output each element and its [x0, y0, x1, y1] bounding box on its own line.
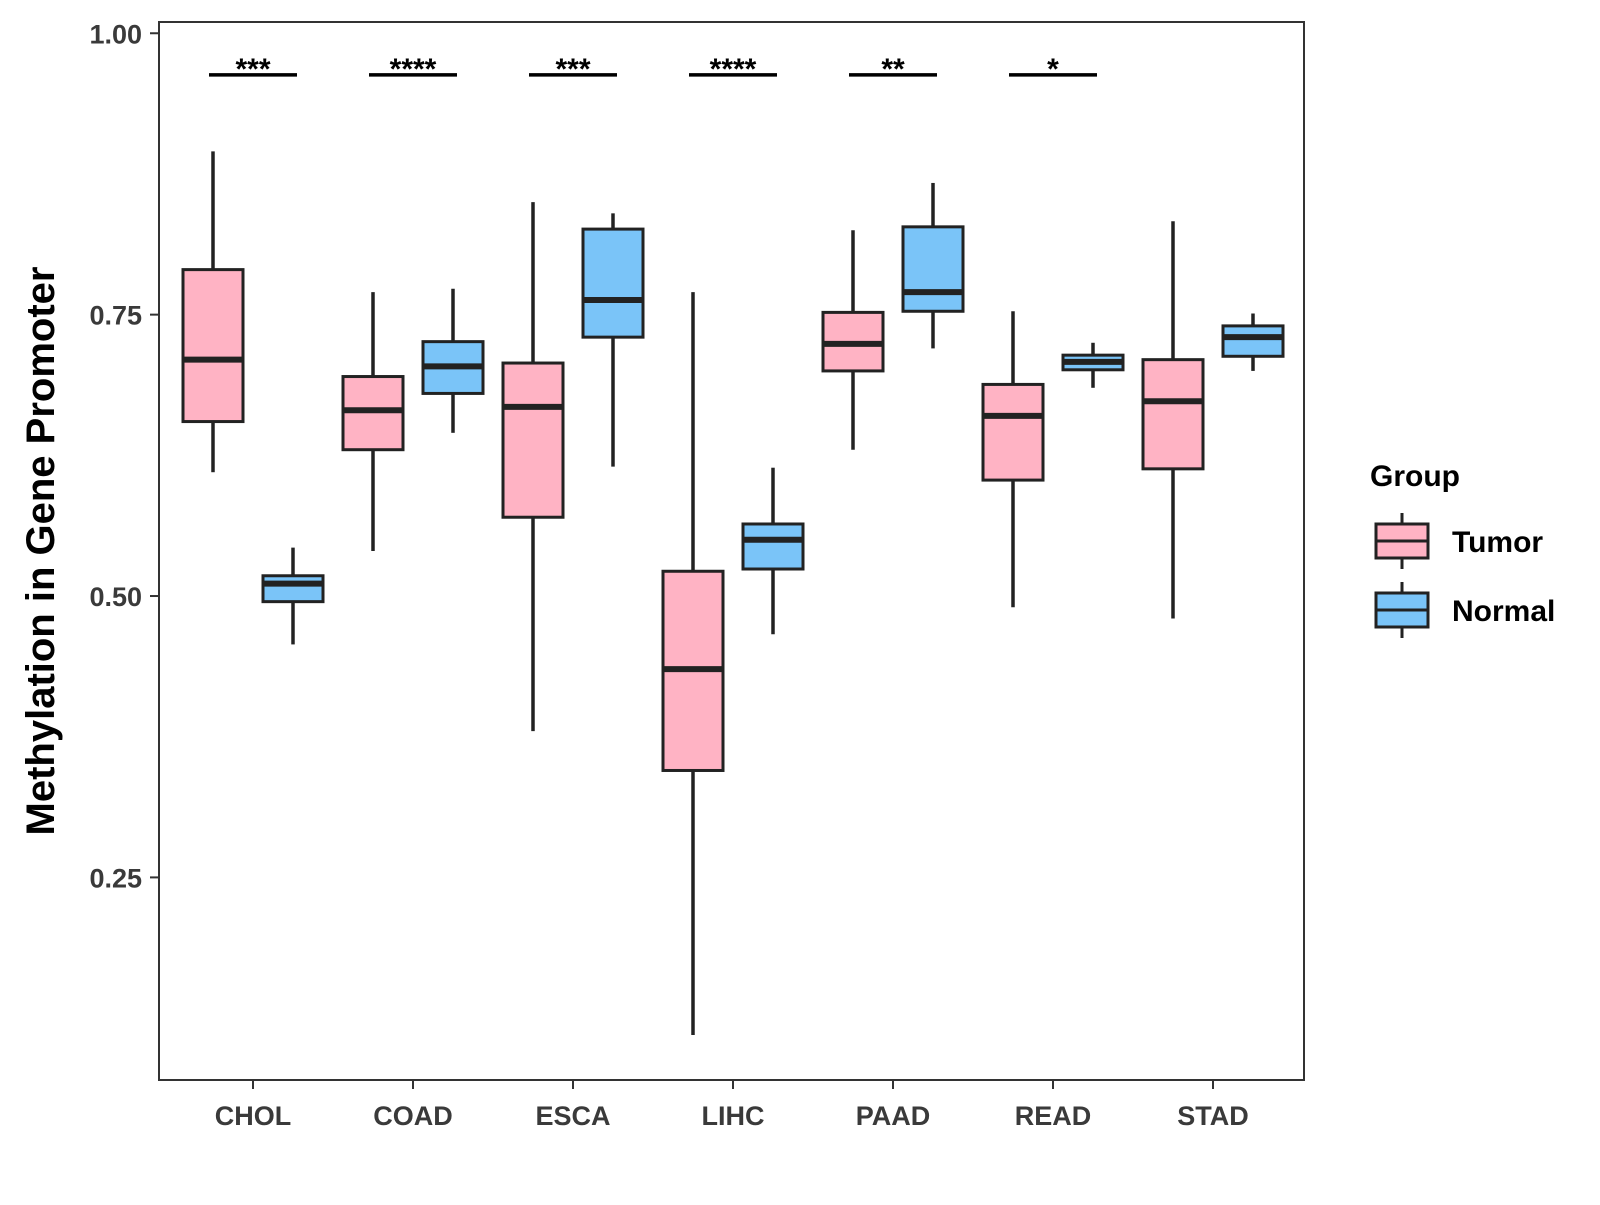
y-axis-title: Methylation in Gene Promoter [19, 267, 63, 836]
box-tumor-read [981, 311, 1045, 608]
significance-lihc: **** [689, 53, 777, 86]
significance-chol: *** [209, 53, 297, 86]
box-normal-stad [1221, 313, 1285, 371]
box-body [1141, 358, 1205, 471]
significance-coad: **** [369, 53, 457, 86]
significance-label: *** [235, 53, 270, 86]
box-tumor-esca [501, 202, 565, 732]
box-tumor-chol [181, 151, 245, 473]
significance-label: **** [710, 53, 757, 86]
significance-paad: ** [849, 53, 937, 86]
x-tick-label: READ [1015, 1101, 1092, 1131]
significance-esca: *** [529, 53, 617, 86]
y-tick-label: 0.75 [89, 301, 142, 331]
marks-layer: *** **** *** **** ** * [181, 53, 1285, 1035]
box-tumor-lihc [661, 292, 725, 1035]
x-tick-label: ESCA [535, 1101, 610, 1131]
box-body [181, 268, 245, 424]
box-body [981, 382, 1045, 482]
box-normal-coad [421, 288, 485, 433]
box-body [901, 225, 965, 313]
box-body [741, 522, 805, 571]
legend-title: Group [1370, 460, 1460, 493]
x-tick-label: PAAD [856, 1101, 931, 1131]
legend: Group Tumor Normal [1370, 460, 1555, 638]
box-tumor-paad [821, 230, 885, 450]
y-tick-label: 0.50 [89, 582, 142, 612]
box-normal-lihc [741, 467, 805, 635]
x-tick-label: CHOL [215, 1101, 292, 1131]
axis-layer: 0.25 0.50 0.75 1.00 CHOL COAD ESCA LIHC PAAD READ… [89, 19, 1248, 1131]
significance-read: * [1009, 53, 1097, 86]
legend-label: Normal [1452, 595, 1555, 628]
box-body [1221, 324, 1285, 358]
box-normal-read [1061, 342, 1125, 388]
box-body [581, 227, 645, 339]
x-tick-label: COAD [373, 1101, 453, 1131]
box-body [261, 574, 325, 604]
significance-label: **** [390, 53, 437, 86]
box-normal-chol [261, 547, 325, 645]
legend-label: Tumor [1452, 526, 1543, 559]
y-tick-label: 1.00 [89, 19, 142, 49]
legend-entry-tumor: Tumor [1374, 513, 1543, 569]
significance-label: ** [881, 53, 905, 86]
box-tumor-coad [341, 292, 405, 551]
x-tick-label: LIHC [702, 1101, 765, 1131]
significance-label: *** [555, 53, 590, 86]
plot-frame [158, 21, 1305, 1081]
significance-label: * [1047, 53, 1059, 86]
legend-entry-normal: Normal [1374, 582, 1555, 638]
box-normal-esca [581, 213, 645, 467]
box-tumor-stad [1141, 221, 1205, 619]
y-tick-label: 0.25 [89, 863, 142, 893]
box-normal-paad [901, 182, 965, 349]
box-body [501, 361, 565, 519]
x-tick-label: STAD [1177, 1101, 1249, 1131]
